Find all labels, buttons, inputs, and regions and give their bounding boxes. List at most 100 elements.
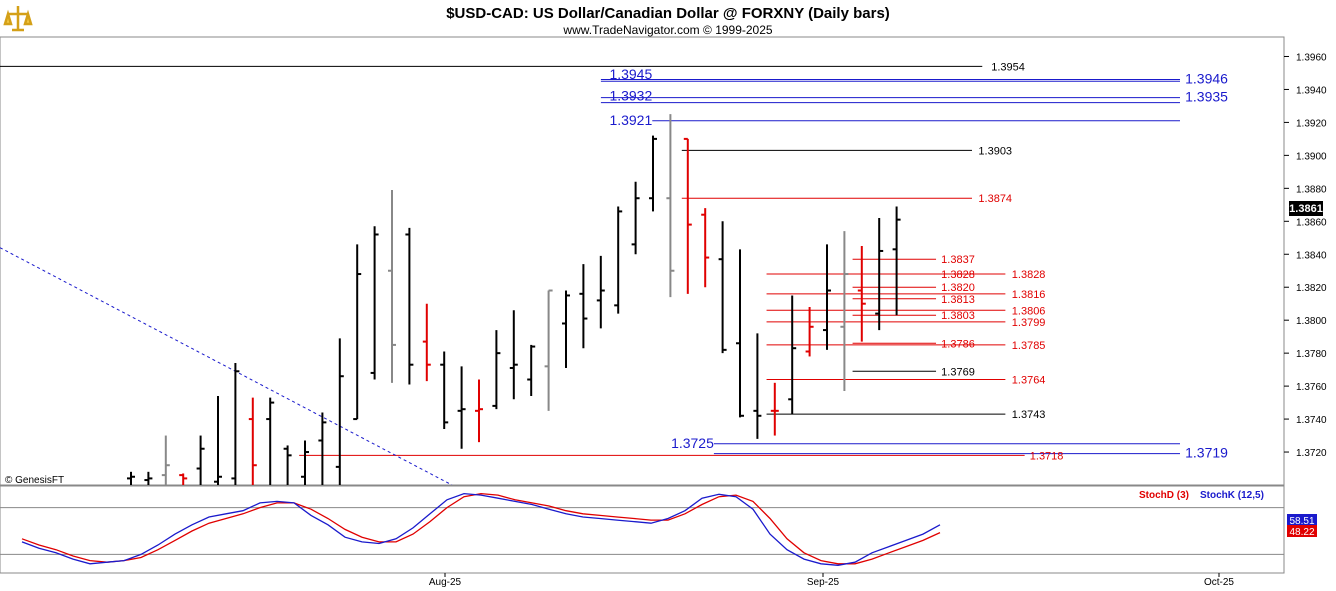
price-pane bbox=[0, 36, 1285, 486]
level-lines: 1.3954 1.3946 1.3945 1.3935 1.3932 1.3921 1.39… bbox=[0, 61, 1228, 462]
ohlc-bar bbox=[214, 396, 222, 485]
y-tick-label: 1.3740 bbox=[1296, 415, 1327, 426]
ohlc-bar bbox=[562, 290, 570, 368]
ohlc-bar bbox=[857, 246, 866, 342]
ohlc-bar bbox=[683, 137, 692, 294]
y-tick-label: 1.3900 bbox=[1296, 151, 1327, 162]
y-tick-label: 1.3940 bbox=[1296, 85, 1327, 96]
ohlc-bar bbox=[544, 289, 553, 411]
y-tick-label: 1.3720 bbox=[1296, 448, 1327, 459]
stoch-d-badge bbox=[1287, 525, 1317, 537]
level-label: 1.3921 bbox=[609, 112, 652, 128]
ohlc-bar bbox=[405, 227, 414, 385]
level-label: 1.3764 bbox=[1012, 375, 1046, 387]
ohlc-bar bbox=[805, 307, 814, 357]
level-label: 1.3803 bbox=[941, 310, 975, 322]
level-label: 1.3813 bbox=[941, 294, 975, 306]
level-label: 1.3816 bbox=[1012, 289, 1046, 301]
stoch-k-legend: StochK (12,5) bbox=[1200, 490, 1264, 501]
level-label: 1.3806 bbox=[1012, 305, 1046, 317]
ohlc-bar bbox=[301, 440, 309, 485]
y-tick-label: 1.3960 bbox=[1296, 52, 1327, 63]
ohlc-bar bbox=[596, 255, 605, 329]
level-label: 1.3820 bbox=[941, 282, 975, 294]
level-label: 1.3945 bbox=[609, 66, 652, 82]
y-tick-label: 1.3800 bbox=[1296, 316, 1327, 327]
x-tick-label: Aug-25 bbox=[429, 577, 462, 588]
ohlc-bar bbox=[283, 445, 292, 485]
price-axis bbox=[1284, 37, 1336, 573]
ohlc-bar bbox=[718, 221, 727, 354]
ohlc-bar bbox=[388, 189, 396, 383]
level-label: 1.3719 bbox=[1185, 445, 1228, 461]
level-label: 1.3828 bbox=[1012, 269, 1046, 281]
ohlc-bar bbox=[318, 412, 327, 485]
y-tick-label: 1.3820 bbox=[1296, 283, 1327, 294]
level-label: 1.3786 bbox=[941, 338, 975, 350]
level-label: 1.3718 bbox=[1030, 450, 1064, 462]
chart-title: $USD-CAD: US Dollar/Canadian Dollar @ FO… bbox=[446, 5, 890, 22]
ohlc-bar bbox=[422, 303, 431, 382]
ohlc-bar bbox=[196, 435, 205, 485]
stoch-d-line bbox=[21, 492, 941, 565]
ohlc-bar bbox=[179, 473, 188, 485]
price-bars bbox=[127, 114, 901, 485]
ohlc-bar bbox=[666, 114, 675, 298]
x-axis-ticks: Aug-25 Sep-25 Oct-25 bbox=[429, 573, 1234, 588]
level-label: 1.3935 bbox=[1185, 89, 1228, 105]
ohlc-bar bbox=[231, 363, 240, 485]
ohlc-bar bbox=[701, 208, 710, 288]
ohlc-bar bbox=[892, 206, 901, 316]
level-label: 1.3743 bbox=[1012, 409, 1046, 421]
ohlc-bar bbox=[788, 295, 797, 415]
y-tick-label: 1.3760 bbox=[1296, 382, 1327, 393]
y-tick-label: 1.3780 bbox=[1296, 349, 1327, 360]
ohlc-bar bbox=[527, 344, 536, 396]
ohlc-bar bbox=[770, 382, 779, 436]
ohlc-bar bbox=[335, 338, 344, 485]
ohlc-bar bbox=[161, 435, 170, 485]
ohlc-bar bbox=[753, 333, 762, 439]
current-price-badge bbox=[1289, 201, 1323, 216]
x-tick-label: Oct-25 bbox=[1204, 577, 1234, 588]
ohlc-bar bbox=[475, 379, 483, 443]
ohlc-bar bbox=[492, 330, 501, 410]
ohlc-bar bbox=[649, 135, 657, 212]
level-label: 1.3769 bbox=[941, 366, 975, 378]
stoch-k-value: 58.51 bbox=[1289, 516, 1314, 527]
stoch-k-badge bbox=[1287, 514, 1317, 526]
y-tick-label: 1.3840 bbox=[1296, 250, 1327, 261]
ohlc-bar bbox=[248, 397, 257, 485]
level-label: 1.3828 bbox=[941, 269, 975, 281]
ohlc-bar bbox=[736, 249, 744, 418]
level-label: 1.3874 bbox=[978, 193, 1012, 205]
ohlc-bar bbox=[579, 264, 588, 349]
y-tick-label: 1.3860 bbox=[1296, 217, 1327, 228]
ohlc-bar bbox=[875, 218, 884, 331]
level-label: 1.3903 bbox=[978, 145, 1012, 157]
ohlc-bar bbox=[266, 397, 275, 485]
ohlc-bar bbox=[509, 310, 518, 400]
current-price-label: 1.3861 bbox=[1289, 203, 1323, 215]
stoch-d-legend: StochD (3) bbox=[1139, 490, 1189, 501]
ohlc-bar bbox=[127, 471, 135, 485]
ohlc-bar bbox=[823, 244, 831, 350]
ohlc-bar bbox=[840, 231, 849, 392]
level-label: 1.3932 bbox=[609, 88, 652, 104]
level-label: 1.3946 bbox=[1185, 71, 1228, 87]
level-label: 1.3725 bbox=[671, 435, 714, 451]
ohlc-bar bbox=[144, 471, 153, 485]
level-label: 1.3799 bbox=[1012, 317, 1046, 329]
watermark: © GenesisFT bbox=[5, 475, 64, 486]
y-tick-label: 1.3880 bbox=[1296, 184, 1327, 195]
x-tick-label: Sep-25 bbox=[807, 577, 840, 588]
trend-line-segment bbox=[0, 247, 453, 485]
stochastic-pane bbox=[0, 485, 1285, 574]
logo-icon bbox=[3, 4, 33, 32]
ohlc-bar bbox=[631, 181, 640, 255]
level-label: 1.3954 bbox=[991, 61, 1025, 73]
y-tick-label: 1.3920 bbox=[1296, 118, 1327, 129]
ohlc-bar bbox=[614, 206, 623, 314]
chart-subtitle: www.TradeNavigator.com © 1999-2025 bbox=[562, 23, 772, 37]
